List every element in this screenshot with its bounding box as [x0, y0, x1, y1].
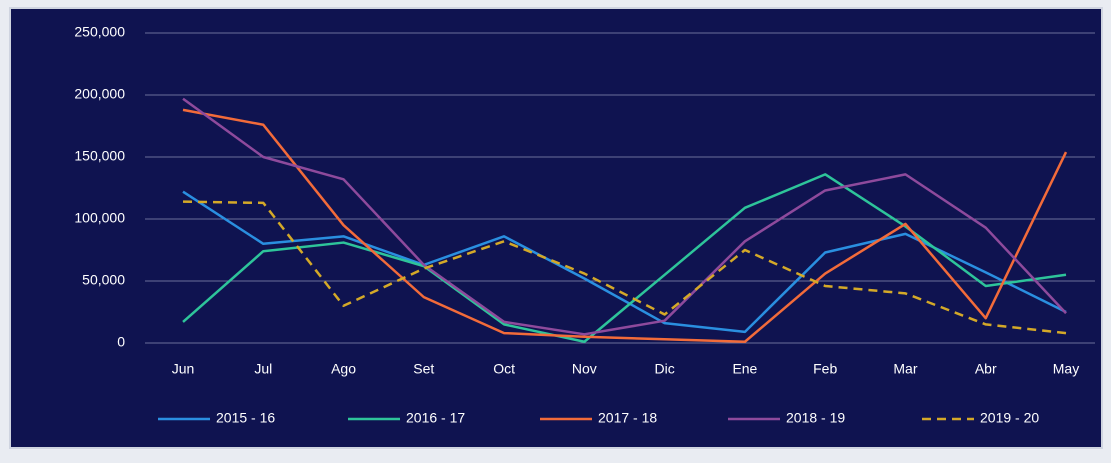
series-line: [182, 173, 1067, 344]
panel: [9, 7, 1103, 449]
legend-label: 2016 - 17: [406, 410, 465, 426]
x-tick-label: Jul: [254, 361, 272, 377]
x-tick-label: Dic: [655, 361, 675, 377]
y-tick-label: 0: [117, 334, 125, 350]
x-tick-label: Set: [413, 361, 434, 377]
x-tick-label: May: [1053, 361, 1079, 377]
x-tick-label: Oct: [493, 361, 515, 377]
x-tick-label: Feb: [813, 361, 837, 377]
y-tick-label: 100,000: [74, 210, 125, 226]
y-tick-label: 200,000: [74, 86, 125, 102]
x-tick-label: Ago: [331, 361, 356, 377]
x-tick-label: Jun: [172, 361, 195, 377]
x-tick-label: Nov: [572, 361, 597, 377]
series-line: [182, 97, 1067, 336]
legend-label: 2019 - 20: [980, 410, 1039, 426]
y-tick-label: 150,000: [74, 148, 125, 164]
x-tick-label: Abr: [975, 361, 997, 377]
x-tick-label: Mar: [893, 361, 917, 377]
legend-label: 2017 - 18: [598, 410, 657, 426]
x-tick-label: Ene: [732, 361, 757, 377]
series-line: [182, 108, 1068, 344]
legend-label: 2018 - 19: [786, 410, 845, 426]
series-line: [182, 200, 1067, 335]
y-tick-label: 250,000: [74, 24, 125, 40]
legend-label: 2015 - 16: [216, 410, 275, 426]
y-tick-label: 50,000: [82, 272, 125, 288]
